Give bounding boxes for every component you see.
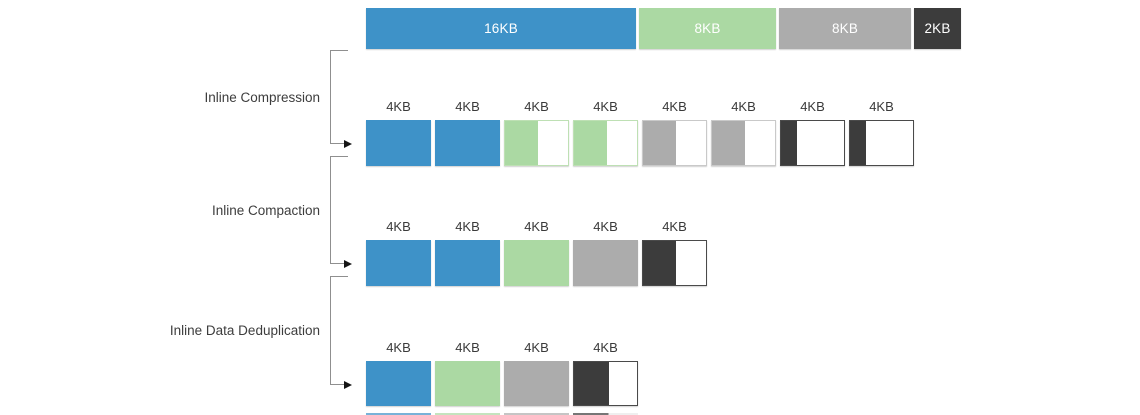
connector-arrow-icon: [344, 380, 352, 389]
block-size-label: 4KB: [593, 99, 618, 114]
block-fill: [505, 121, 539, 165]
cropped-next-row-segment: [504, 413, 569, 415]
connector-line: [330, 263, 345, 264]
block-size-label: 4KB: [455, 219, 480, 234]
connector-arrow-icon: [344, 139, 352, 148]
block-size-label: 4KB: [455, 340, 480, 355]
data-block-dark: [780, 120, 845, 166]
block-size-label: 4KB: [869, 99, 894, 114]
block-size-label: 8KB: [831, 21, 859, 36]
connector-line: [330, 384, 345, 385]
block-size-label: 4KB: [455, 99, 480, 114]
data-block-dark: [849, 120, 914, 166]
data-block-green: [435, 361, 500, 406]
connector-line: [330, 276, 331, 385]
data-block-green: [573, 120, 638, 166]
connector-line: [330, 143, 345, 144]
block-size-label: 4KB: [386, 99, 411, 114]
data-block-blue: 16KB: [366, 8, 636, 49]
connector-line: [330, 156, 348, 157]
block-size-label: 4KB: [593, 340, 618, 355]
connector-line: [330, 276, 348, 277]
block-size-label: 4KB: [662, 219, 687, 234]
block-size-label: 4KB: [386, 340, 411, 355]
data-block-blue: [435, 120, 500, 166]
block-size-label: 4KB: [800, 99, 825, 114]
stage-label: Inline Compaction: [211, 203, 320, 218]
block-fill: [574, 362, 609, 405]
block-fill: [574, 121, 608, 165]
block-size-label: 2KB: [924, 21, 951, 36]
block-size-label: 4KB: [731, 99, 756, 114]
data-block-green: 8KB: [639, 8, 776, 49]
block-fill: [643, 241, 676, 285]
data-block-blue: [366, 361, 431, 406]
data-block-dark: [642, 240, 707, 286]
data-block-gray: 8KB: [779, 8, 911, 49]
cropped-next-row-segment: [573, 413, 638, 415]
data-block-blue: [366, 240, 431, 286]
cropped-next-row-segment: [366, 413, 431, 415]
block-fill: [712, 121, 746, 165]
block-size-label: 4KB: [524, 219, 549, 234]
connector-line: [330, 50, 331, 144]
block-fill: [643, 121, 677, 165]
block-size-label: 16KB: [484, 21, 518, 36]
block-size-label: 4KB: [593, 219, 618, 234]
block-fill: [850, 121, 867, 165]
block-size-label: 8KB: [694, 21, 721, 36]
block-size-label: 4KB: [524, 340, 549, 355]
data-block-blue: [366, 120, 431, 166]
stage-label: Inline Data Deduplication: [169, 323, 320, 338]
data-block-gray: [711, 120, 776, 166]
data-block-green: [504, 120, 569, 166]
connector-arrow-icon: [344, 259, 352, 268]
data-block-blue: [435, 240, 500, 286]
block-size-label: 4KB: [386, 219, 411, 234]
data-block-gray: [504, 361, 569, 406]
block-size-label: 4KB: [524, 99, 549, 114]
cropped-next-row-segment: [435, 413, 500, 415]
connector-line: [330, 156, 331, 264]
data-block-gray: [573, 240, 638, 286]
connector-line: [330, 50, 348, 51]
data-block-dark: [573, 361, 638, 406]
data-block-dark: 2KB: [914, 8, 961, 49]
block-size-label: 4KB: [662, 99, 687, 114]
data-block-gray: [642, 120, 707, 166]
stage-label: Inline Compression: [204, 90, 320, 105]
block-fill: [781, 121, 798, 165]
data-block-green: [504, 240, 569, 286]
